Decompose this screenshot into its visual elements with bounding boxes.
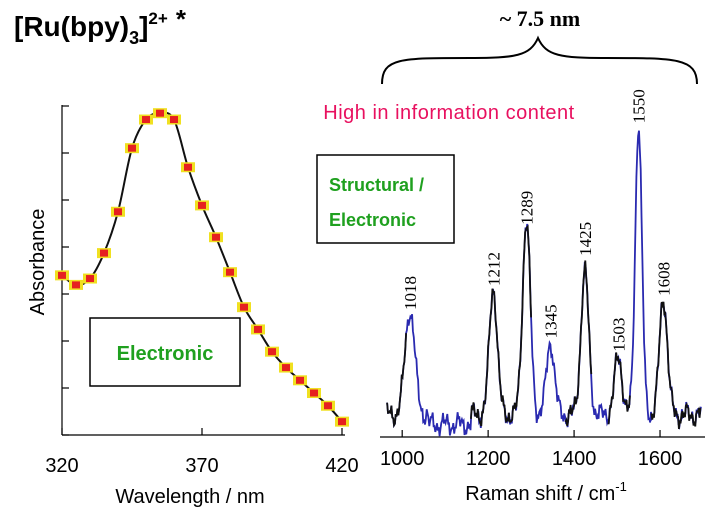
abs-x-tick-label: 420 xyxy=(325,455,358,477)
raman-peak-label: 1503 xyxy=(609,318,628,352)
abs-x-tick-label: 320 xyxy=(45,455,78,477)
abs-data-point xyxy=(184,163,192,171)
abs-data-point xyxy=(100,249,108,257)
abs-data-point xyxy=(282,364,290,372)
abs-x-tick-label: 370 xyxy=(185,455,218,477)
abs-data-point xyxy=(128,144,136,152)
abs-data-point xyxy=(198,201,206,209)
abs-data-point xyxy=(324,402,332,410)
raman-x-tick-label: 1200 xyxy=(466,448,511,470)
abs-data-point xyxy=(86,275,94,283)
complex-title: [Ru(bpy)3]2+ * xyxy=(14,4,187,48)
size-bracket xyxy=(381,35,698,85)
abs-data-point xyxy=(212,233,220,241)
electronic-box xyxy=(89,317,241,387)
raman-peak-label: 1550 xyxy=(630,89,649,123)
raman-x-label: Raman shift / cm-1 xyxy=(465,479,627,505)
abs-data-point xyxy=(72,281,80,289)
abs-data-point xyxy=(170,116,178,124)
raman-chart: 1000 1200 1400 1600 1018 1212 1289 1345 1425 150… xyxy=(316,89,705,505)
raman-peak-label: 1608 xyxy=(654,262,673,296)
abs-data-point xyxy=(226,268,234,276)
abs-data-point xyxy=(338,418,346,426)
abs-data-point xyxy=(296,376,304,384)
structural-box-label-2: Electronic xyxy=(329,210,416,230)
raman-spectrum-black xyxy=(386,224,702,430)
info-content-label: High in information content xyxy=(323,102,574,124)
raman-x-tick-label: 1400 xyxy=(552,448,597,470)
raman-peak-label: 1289 xyxy=(517,191,536,225)
size-label: ~ 7.5 nm xyxy=(500,6,581,31)
abs-data-point xyxy=(268,348,276,356)
structural-box-label-1: Structural / xyxy=(329,175,424,195)
raman-peak-label: 1345 xyxy=(541,304,560,338)
abs-y-label: Absorbance xyxy=(27,209,49,316)
structural-box xyxy=(316,154,455,244)
abs-data-point xyxy=(156,109,164,117)
abs-data-point xyxy=(142,116,150,124)
abs-data-point xyxy=(240,303,248,311)
absorbance-chart: 320 370 420 Absorbance Wavelength / nm Ele… xyxy=(27,105,359,508)
raman-x-tick-label: 1600 xyxy=(638,448,683,470)
raman-spectrum-blue xyxy=(386,130,702,437)
abs-data-point xyxy=(114,208,122,216)
raman-peak-label: 1212 xyxy=(484,252,503,286)
raman-x-tick-label: 1000 xyxy=(380,448,425,470)
abs-data-point xyxy=(254,325,262,333)
abs-x-label: Wavelength / nm xyxy=(115,486,264,508)
electronic-box-label: Electronic xyxy=(117,343,214,365)
raman-peak-label: 1018 xyxy=(401,276,420,310)
abs-data-point xyxy=(58,271,66,279)
raman-peak-label: 1425 xyxy=(576,222,595,256)
abs-data-point xyxy=(310,389,318,397)
